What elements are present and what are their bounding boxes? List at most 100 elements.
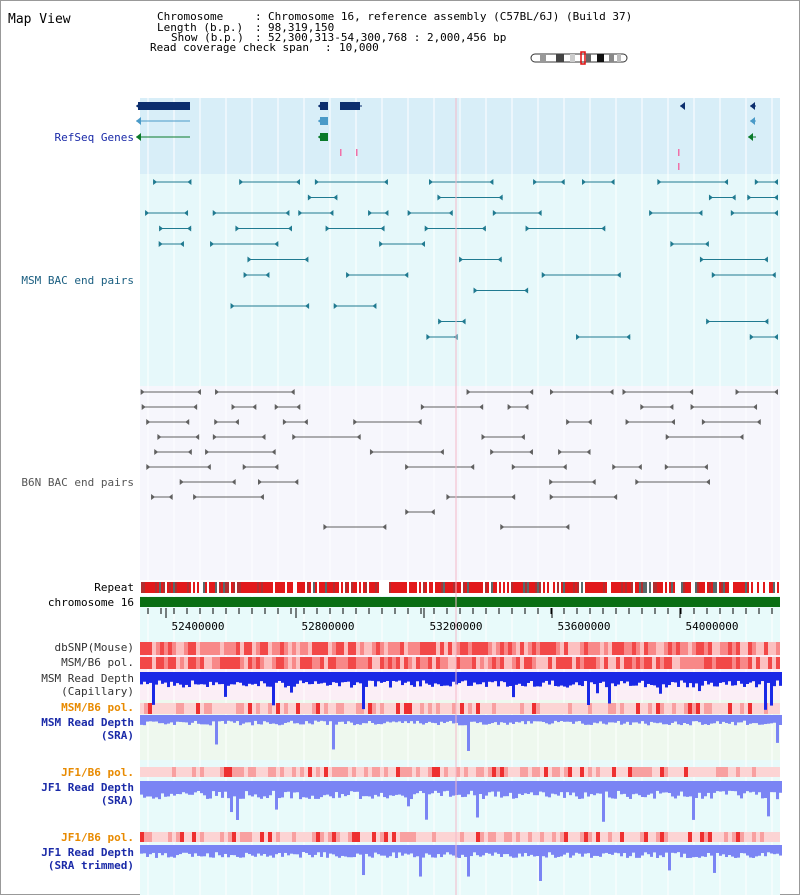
repeat-mark bbox=[333, 582, 335, 593]
repeat-mark bbox=[653, 582, 655, 593]
depth-bar bbox=[320, 715, 323, 721]
msm-bac-track[interactable] bbox=[145, 179, 778, 340]
heat-cell bbox=[152, 767, 156, 777]
depth-bar bbox=[551, 845, 554, 855]
depth-bar bbox=[542, 715, 545, 722]
depth-bar bbox=[203, 672, 206, 685]
depth-bar bbox=[641, 781, 644, 798]
depth-bar bbox=[158, 781, 161, 800]
repeat-mark bbox=[679, 582, 681, 593]
heat-cell bbox=[144, 832, 148, 842]
depth-bar bbox=[584, 715, 587, 725]
depth-bar bbox=[593, 672, 596, 685]
heat-cell bbox=[644, 657, 648, 669]
heat-cell bbox=[388, 703, 392, 714]
heat-cell bbox=[280, 703, 284, 714]
heat-cell bbox=[324, 657, 328, 669]
repeat-mark bbox=[699, 582, 701, 593]
heat-cell bbox=[632, 657, 636, 669]
heat-cell bbox=[472, 832, 476, 842]
depth-bar bbox=[410, 672, 413, 686]
depth-bar bbox=[665, 781, 668, 793]
bac-end-marker bbox=[187, 225, 192, 232]
depth-bar bbox=[779, 715, 782, 725]
repeat-mark bbox=[395, 582, 397, 593]
depth-bar bbox=[326, 715, 329, 725]
heat-cell bbox=[452, 642, 456, 655]
repeat-mark bbox=[337, 582, 339, 593]
heat-cell bbox=[644, 832, 648, 842]
depth-bar bbox=[347, 781, 350, 796]
repeat-mark bbox=[727, 582, 729, 593]
heat-cell bbox=[204, 832, 208, 842]
bac-end-marker bbox=[670, 419, 675, 425]
heat-cell bbox=[768, 642, 772, 655]
depth-bar bbox=[761, 715, 764, 725]
repeat-mark bbox=[275, 582, 277, 593]
label-b6n-bac: B6N BAC end pairs bbox=[21, 476, 134, 489]
heat-cell bbox=[240, 657, 244, 669]
heat-cell bbox=[684, 642, 688, 655]
heat-cell bbox=[272, 703, 276, 714]
heat-cell bbox=[404, 703, 408, 714]
heat-cell bbox=[204, 767, 208, 777]
bac-end-marker bbox=[706, 318, 711, 325]
depth-bar bbox=[632, 672, 635, 686]
repeat-mark bbox=[495, 582, 497, 593]
depth-bar bbox=[710, 715, 713, 724]
heat-cell bbox=[620, 767, 624, 777]
repeat-mark bbox=[483, 582, 485, 593]
heat-cell bbox=[508, 832, 512, 842]
b6n-bac-track[interactable] bbox=[140, 389, 778, 530]
depth-bar bbox=[344, 672, 347, 683]
heat-cell bbox=[732, 832, 736, 842]
repeat-mark bbox=[457, 582, 459, 593]
heat-cell bbox=[444, 703, 448, 714]
bac-end-marker bbox=[282, 419, 287, 425]
repeat-mark bbox=[339, 582, 341, 593]
heat-cell bbox=[304, 642, 308, 655]
depth-bar bbox=[500, 845, 503, 857]
depth-bar bbox=[527, 845, 530, 857]
repeat-mark bbox=[597, 582, 599, 593]
depth-bar bbox=[215, 781, 218, 796]
heat-cell bbox=[388, 767, 392, 777]
depth-bar bbox=[353, 715, 356, 726]
heat-cell bbox=[484, 832, 488, 842]
heat-cell bbox=[168, 767, 172, 777]
refseq-genes-track[interactable] bbox=[136, 102, 756, 170]
depth-bar bbox=[581, 781, 584, 799]
heat-cell bbox=[420, 642, 424, 655]
depth-bar bbox=[620, 845, 623, 857]
bac-end-marker bbox=[481, 434, 486, 440]
depth-bar bbox=[449, 672, 452, 687]
depth-bar bbox=[443, 781, 446, 792]
depth-bar bbox=[602, 845, 605, 854]
depth-bar bbox=[635, 845, 638, 858]
depth-bar bbox=[374, 845, 377, 853]
depth-bar bbox=[695, 845, 698, 857]
depth-bar bbox=[740, 781, 743, 799]
depth-bar bbox=[248, 672, 251, 684]
depth-bar bbox=[326, 781, 329, 795]
heat-cell bbox=[212, 642, 216, 655]
depth-bar bbox=[581, 672, 584, 687]
heat-cell bbox=[592, 832, 596, 842]
heat-cell bbox=[484, 657, 488, 669]
bac-end-marker bbox=[271, 449, 276, 455]
heat-cell bbox=[184, 767, 188, 777]
heat-cell bbox=[500, 832, 504, 842]
bac-end-marker bbox=[212, 434, 217, 440]
depth-bar bbox=[242, 715, 245, 724]
depth-bar bbox=[587, 672, 590, 705]
heat-cell bbox=[480, 832, 484, 842]
heat-cell bbox=[540, 642, 544, 655]
depth-bar bbox=[743, 715, 746, 721]
heat-cell bbox=[292, 657, 296, 669]
heat-cell bbox=[556, 703, 560, 714]
bac-end-marker bbox=[446, 494, 451, 500]
heat-cell bbox=[616, 832, 620, 842]
depth-bar bbox=[299, 781, 302, 800]
heat-cell bbox=[616, 642, 620, 655]
repeat-mark bbox=[737, 582, 739, 593]
